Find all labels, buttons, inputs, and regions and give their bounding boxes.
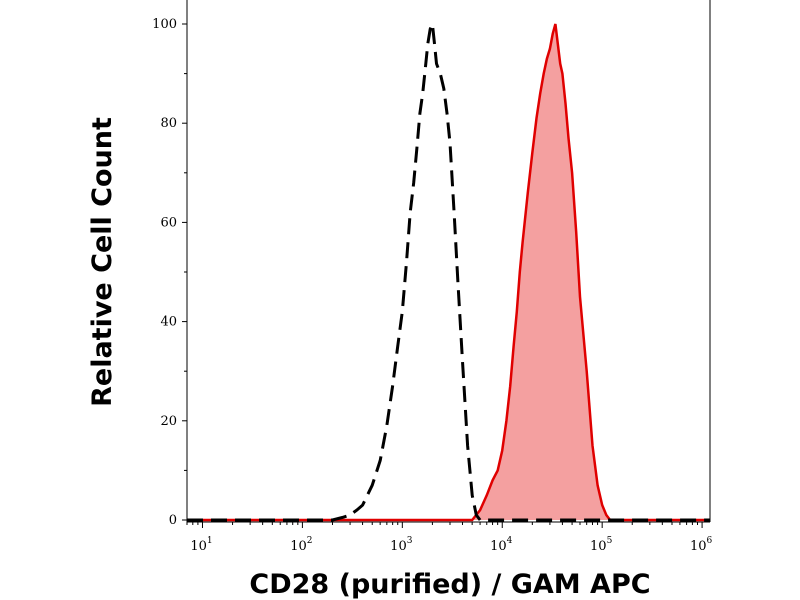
x-tick-label: 104 [490,536,513,554]
y-tick-label: 20 [160,414,177,429]
y-tick-label: 100 [152,17,177,32]
y-tick-label: 80 [160,116,177,131]
series-1-line [187,23,710,522]
x-axis-title: CD28 (purified) / GAM APC [249,569,650,600]
x-axis-ticks: 101 102 103 104 105 106 [186,522,713,554]
x-tick-label: 106 [690,536,713,554]
x-tick-label: 101 [190,536,212,554]
series-1-area-fill [472,24,617,520]
plot-area [187,18,710,522]
x-tick-base: 10 [390,539,407,554]
x-tick-base: 10 [290,539,307,554]
x-tick-label: 103 [390,536,413,554]
series-0-line [187,18,710,522]
x-tick-exponent: 1 [207,536,213,546]
x-tick-exponent: 3 [407,536,413,546]
y-tick-label: 40 [160,315,177,330]
x-tick-exponent: 6 [706,536,712,546]
x-tick-label: 102 [290,536,312,554]
x-tick-base: 10 [490,539,507,554]
y-axis-ticks: 0 20 40 60 80 100 [152,17,187,528]
y-tick-label: 0 [169,513,177,528]
x-tick-base: 10 [690,539,707,554]
y-axis-title: Relative Cell Count [87,117,118,407]
x-tick-exponent: 5 [607,536,613,546]
x-tick-base: 10 [190,539,207,554]
x-tick-exponent: 4 [507,536,513,546]
x-tick-exponent: 2 [307,536,313,546]
x-tick-label: 105 [590,536,613,554]
y-tick-label: 60 [160,215,177,230]
plot-frame [186,0,711,523]
x-tick-base: 10 [590,539,607,554]
